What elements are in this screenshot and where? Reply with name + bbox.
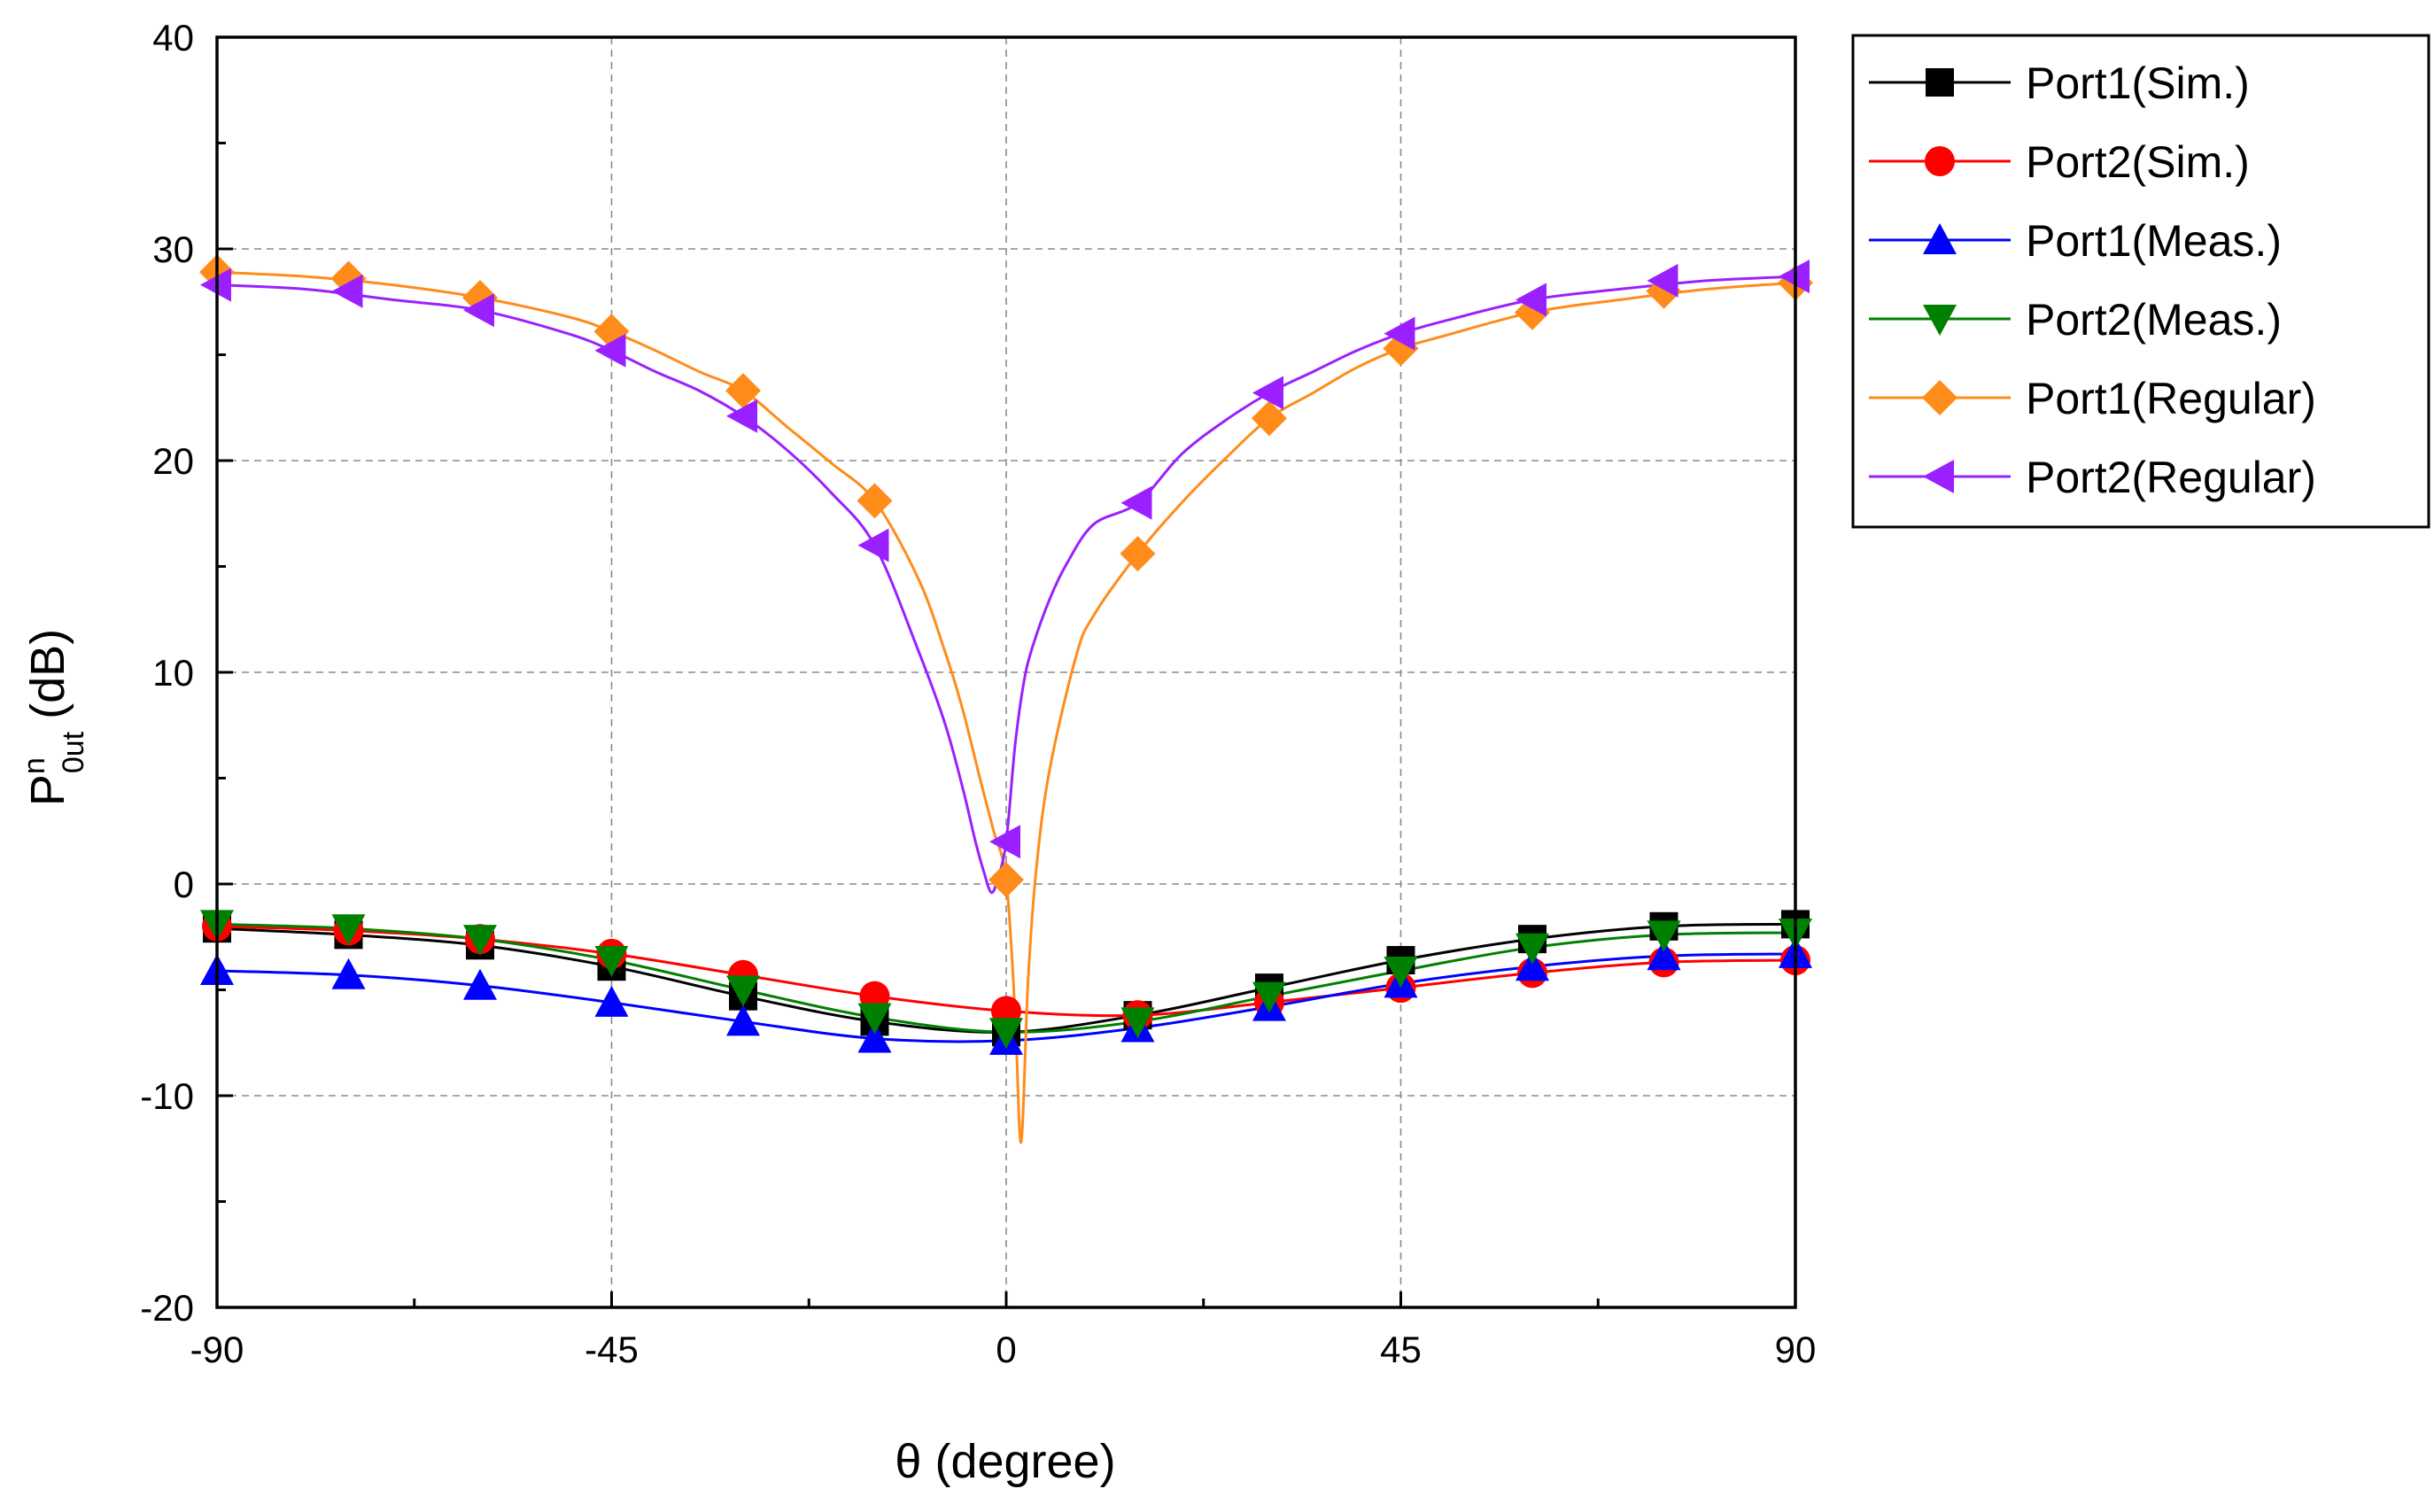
data-point-port2-meas (857, 1003, 892, 1035)
data-point-port1-meas (1647, 939, 1681, 971)
data-point-port2-regular (989, 825, 1020, 859)
data-point-port2-regular (1384, 316, 1415, 351)
x-tick-label: 45 (1380, 1329, 1422, 1370)
data-point-port2-meas (1120, 1007, 1155, 1039)
y-tick-label: 10 (152, 652, 194, 694)
x-tick-label: 0 (996, 1329, 1016, 1370)
y-axis-title-sup: n (18, 757, 51, 774)
y-tick-label: 20 (152, 440, 194, 482)
series-markers (199, 254, 1813, 1055)
legend-label-port2-regular: Port2(Regular) (2026, 453, 2316, 502)
y-axis-title: Pn 0ut (dB) (18, 629, 90, 806)
legend-marker-port2-regular (1923, 460, 1954, 493)
data-point-port2-meas (1647, 920, 1681, 952)
data-point-port2-regular (1647, 263, 1678, 298)
data-point-port1-meas (594, 985, 629, 1017)
data-point-port2-regular (331, 274, 363, 308)
data-point-port1-meas (726, 1004, 760, 1036)
legend: Port1(Sim.) Port2(Sim.) Port1(Meas.) Port2(… (1851, 34, 2430, 529)
data-point-port2-meas (1515, 933, 1549, 965)
series-line-port1-regular (217, 270, 1795, 1144)
y-tick-label: 30 (152, 229, 194, 270)
x-axis-title: θ (degree) (895, 1435, 1115, 1488)
y-axis-title-sub: 0ut (57, 731, 90, 773)
plot-frame-group (215, 35, 1797, 1309)
data-point-port2-regular (857, 528, 889, 562)
data-point-port2-meas (594, 946, 629, 978)
data-point-port2-meas (331, 914, 366, 946)
axes: -90 -45 0 45 90 -20 -10 0 10 20 30 40 (140, 17, 1816, 1370)
data-point-port1-meas (857, 1021, 892, 1053)
y-tick-label: -10 (140, 1075, 194, 1117)
data-point-port2-regular (1120, 485, 1152, 520)
legend-marker-port1-regular (1922, 380, 1957, 415)
data-point-port1-regular (857, 483, 893, 519)
data-point-port1-meas (463, 968, 497, 1000)
legend-label-port2-meas: Port2(Meas.) (2026, 295, 2282, 345)
x-tick-label: -90 (190, 1329, 244, 1370)
legend-marker-port2-meas (1923, 305, 1957, 336)
x-tick-label: 90 (1775, 1329, 1817, 1370)
data-point-port2-meas (463, 925, 497, 957)
data-point-port2-meas (1384, 956, 1418, 988)
data-point-port2-regular (1515, 283, 1546, 317)
data-point-port1-regular (1120, 536, 1156, 572)
data-point-port1-regular (988, 862, 1024, 898)
y-axis-title-unit: (dB) (21, 629, 74, 719)
data-point-port1-regular (725, 373, 761, 409)
data-point-port2-meas (1252, 981, 1286, 1013)
y-tick-label: 0 (174, 864, 194, 905)
legend-label-port1-meas: Port1(Meas.) (2026, 216, 2282, 266)
data-point-port1-regular (1252, 400, 1287, 437)
data-point-port1-meas (1515, 950, 1549, 981)
legend-label-port1-regular: Port1(Regular) (2026, 374, 2316, 423)
legend-box (1851, 34, 2430, 529)
plot-frame (215, 35, 1797, 1309)
legend-label-port1-sim: Port1(Sim.) (2026, 58, 2250, 108)
data-point-port2-regular (1252, 376, 1283, 410)
legend-marker-port2-sim (1925, 146, 1955, 176)
y-axis-title-main: P (21, 774, 74, 806)
legend-marker-port1-meas (1923, 223, 1957, 254)
y-tick-label: 40 (152, 17, 194, 58)
y-tick-label: -20 (140, 1287, 194, 1329)
legend-marker-port1-sim (1926, 68, 1954, 97)
data-point-port1-meas (331, 958, 366, 989)
grid (217, 37, 1795, 1307)
data-point-port2-meas (989, 1018, 1023, 1050)
legend-label-port2-sim: Port2(Sim.) (2026, 137, 2250, 187)
data-point-port2-regular (726, 399, 757, 433)
data-point-port2-meas (726, 975, 760, 1007)
data-point-port2-regular (463, 293, 494, 328)
data-point-port2-regular (594, 333, 626, 368)
x-tick-label: -45 (585, 1329, 639, 1370)
